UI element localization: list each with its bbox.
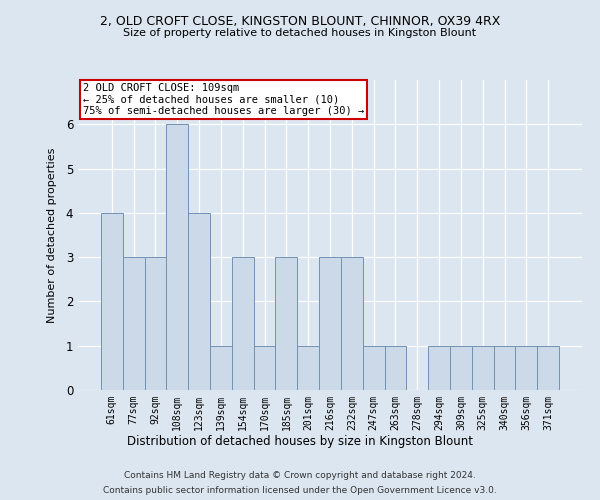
Bar	[385, 346, 406, 390]
Text: 2, OLD CROFT CLOSE, KINGSTON BLOUNT, CHINNOR, OX39 4RX: 2, OLD CROFT CLOSE, KINGSTON BLOUNT, CHI…	[100, 15, 500, 28]
Bar	[341, 257, 363, 390]
Bar	[275, 257, 297, 390]
Bar	[166, 124, 188, 390]
Bar	[319, 257, 341, 390]
Bar	[472, 346, 494, 390]
Bar	[297, 346, 319, 390]
Bar	[101, 213, 123, 390]
Bar	[428, 346, 450, 390]
Bar	[363, 346, 385, 390]
Text: Contains public sector information licensed under the Open Government Licence v3: Contains public sector information licen…	[103, 486, 497, 495]
Bar	[254, 346, 275, 390]
Bar	[450, 346, 472, 390]
Bar	[494, 346, 515, 390]
Text: Size of property relative to detached houses in Kingston Blount: Size of property relative to detached ho…	[124, 28, 476, 38]
Bar	[123, 257, 145, 390]
Bar	[515, 346, 537, 390]
Text: Distribution of detached houses by size in Kingston Blount: Distribution of detached houses by size …	[127, 435, 473, 448]
Text: 2 OLD CROFT CLOSE: 109sqm
← 25% of detached houses are smaller (10)
75% of semi-: 2 OLD CROFT CLOSE: 109sqm ← 25% of detac…	[83, 83, 364, 116]
Bar	[145, 257, 166, 390]
Bar	[188, 213, 210, 390]
Bar	[232, 257, 254, 390]
Text: Contains HM Land Registry data © Crown copyright and database right 2024.: Contains HM Land Registry data © Crown c…	[124, 471, 476, 480]
Bar	[210, 346, 232, 390]
Y-axis label: Number of detached properties: Number of detached properties	[47, 148, 58, 322]
Bar	[537, 346, 559, 390]
